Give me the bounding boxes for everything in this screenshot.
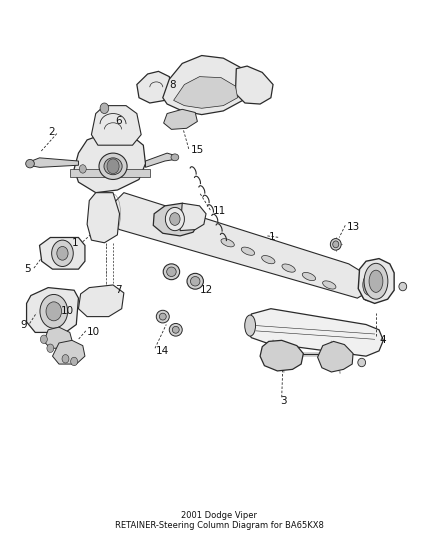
Ellipse shape bbox=[169, 324, 182, 336]
Ellipse shape bbox=[172, 326, 179, 333]
Polygon shape bbox=[358, 259, 394, 303]
Ellipse shape bbox=[99, 153, 127, 180]
Text: 15: 15 bbox=[191, 146, 204, 156]
Text: 6: 6 bbox=[115, 116, 122, 126]
Ellipse shape bbox=[333, 241, 339, 248]
Polygon shape bbox=[246, 309, 383, 356]
Ellipse shape bbox=[364, 263, 388, 299]
Polygon shape bbox=[29, 158, 78, 167]
Polygon shape bbox=[92, 106, 141, 145]
Ellipse shape bbox=[104, 158, 122, 175]
Polygon shape bbox=[180, 203, 206, 231]
Text: 1: 1 bbox=[269, 232, 276, 243]
Circle shape bbox=[170, 213, 180, 225]
Text: 8: 8 bbox=[169, 79, 176, 90]
Polygon shape bbox=[153, 203, 200, 236]
Text: 1: 1 bbox=[72, 238, 78, 248]
Ellipse shape bbox=[360, 269, 377, 301]
Ellipse shape bbox=[261, 255, 275, 264]
Polygon shape bbox=[70, 169, 150, 177]
Circle shape bbox=[52, 240, 73, 266]
Ellipse shape bbox=[369, 270, 383, 292]
Text: 10: 10 bbox=[87, 327, 100, 337]
Text: 4: 4 bbox=[379, 335, 385, 345]
Ellipse shape bbox=[221, 239, 234, 247]
Circle shape bbox=[57, 246, 68, 260]
Text: 2: 2 bbox=[48, 127, 55, 137]
Circle shape bbox=[79, 165, 86, 173]
Circle shape bbox=[62, 354, 69, 363]
Text: 14: 14 bbox=[156, 346, 170, 356]
Circle shape bbox=[46, 302, 62, 321]
Ellipse shape bbox=[187, 273, 203, 289]
Circle shape bbox=[100, 103, 109, 114]
Polygon shape bbox=[137, 71, 171, 103]
Polygon shape bbox=[236, 66, 273, 104]
Polygon shape bbox=[260, 341, 304, 371]
Ellipse shape bbox=[323, 281, 336, 289]
Polygon shape bbox=[318, 342, 353, 372]
Ellipse shape bbox=[167, 267, 176, 277]
Text: 10: 10 bbox=[61, 306, 74, 316]
Ellipse shape bbox=[282, 264, 295, 272]
Circle shape bbox=[71, 357, 78, 366]
Ellipse shape bbox=[163, 264, 180, 280]
Ellipse shape bbox=[159, 313, 166, 320]
Ellipse shape bbox=[302, 272, 316, 281]
Polygon shape bbox=[39, 238, 85, 269]
Polygon shape bbox=[106, 192, 371, 298]
Text: 5: 5 bbox=[24, 264, 31, 274]
Text: 9: 9 bbox=[20, 319, 27, 329]
Polygon shape bbox=[27, 288, 78, 333]
Text: 3: 3 bbox=[281, 396, 287, 406]
Circle shape bbox=[40, 335, 47, 343]
Ellipse shape bbox=[241, 247, 254, 255]
Ellipse shape bbox=[399, 282, 406, 291]
Ellipse shape bbox=[156, 310, 169, 323]
Ellipse shape bbox=[358, 358, 366, 367]
Circle shape bbox=[47, 344, 54, 352]
Circle shape bbox=[166, 207, 184, 231]
Circle shape bbox=[40, 294, 67, 328]
Polygon shape bbox=[87, 192, 120, 243]
Ellipse shape bbox=[363, 275, 374, 295]
Text: 2001 Dodge Viper
RETAINER-Steering Column Diagram for BA65KX8: 2001 Dodge Viper RETAINER-Steering Colum… bbox=[115, 511, 323, 530]
Polygon shape bbox=[53, 341, 85, 364]
Polygon shape bbox=[145, 153, 176, 167]
Ellipse shape bbox=[191, 277, 200, 286]
Text: 13: 13 bbox=[346, 222, 360, 232]
Polygon shape bbox=[163, 55, 249, 115]
Text: 7: 7 bbox=[115, 285, 122, 295]
Polygon shape bbox=[173, 77, 237, 108]
Polygon shape bbox=[164, 109, 198, 130]
Text: 12: 12 bbox=[200, 285, 213, 295]
Ellipse shape bbox=[171, 154, 179, 161]
Circle shape bbox=[107, 159, 119, 174]
Ellipse shape bbox=[330, 239, 341, 250]
Polygon shape bbox=[78, 285, 124, 317]
Text: 11: 11 bbox=[212, 206, 226, 216]
Ellipse shape bbox=[26, 159, 34, 168]
Polygon shape bbox=[74, 132, 145, 192]
Ellipse shape bbox=[245, 315, 255, 336]
Polygon shape bbox=[44, 327, 72, 348]
